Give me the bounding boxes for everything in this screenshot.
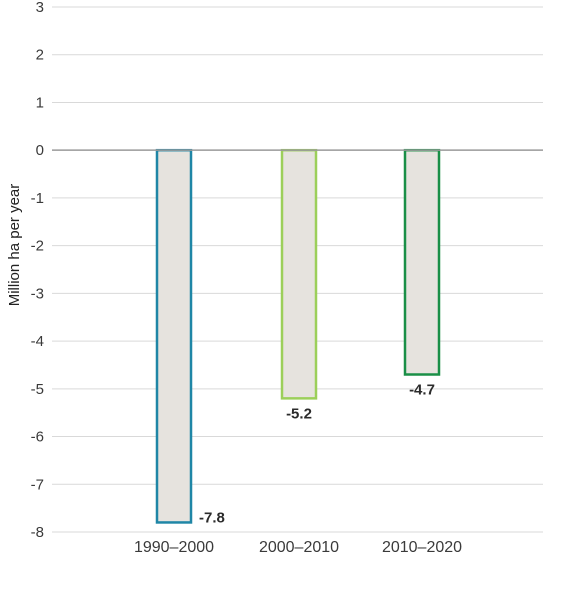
bars — [155, 148, 441, 524]
y-axis-tick-labels: 3 2 1 0 -1 -2 -3 -4 -5 -6 -7 -8 — [31, 0, 44, 541]
y-tick-label: -1 — [31, 190, 44, 207]
y-axis-title: Million ha per year — [6, 184, 23, 307]
x-axis-category-labels: 1990–2000 2000–2010 2010–2020 — [134, 539, 462, 556]
y-tick-label: -2 — [31, 238, 44, 255]
category-label: 2000–2010 — [259, 539, 339, 556]
y-tick-label: 0 — [36, 142, 44, 159]
y-tick-label: -5 — [31, 381, 44, 398]
bar-2 — [280, 148, 318, 400]
y-tick-label: 2 — [36, 47, 44, 64]
y-tick-label: -6 — [31, 429, 44, 446]
y-tick-label: 3 — [36, 0, 44, 16]
bar-1 — [155, 148, 193, 524]
category-label: 1990–2000 — [134, 539, 214, 556]
y-tick-label: -8 — [31, 524, 44, 541]
category-label: 2010–2020 — [382, 539, 462, 556]
y-tick-label: -4 — [31, 333, 44, 350]
value-label: -5.2 — [286, 405, 312, 422]
value-label: -7.8 — [199, 509, 225, 526]
value-label: -4.7 — [409, 382, 435, 399]
y-tick-label: -3 — [31, 285, 44, 302]
bar-3 — [403, 148, 441, 376]
value-labels: -7.8 -5.2 -4.7 — [199, 382, 435, 527]
y-tick-label: 1 — [36, 94, 44, 111]
y-tick-label: -7 — [31, 476, 44, 493]
